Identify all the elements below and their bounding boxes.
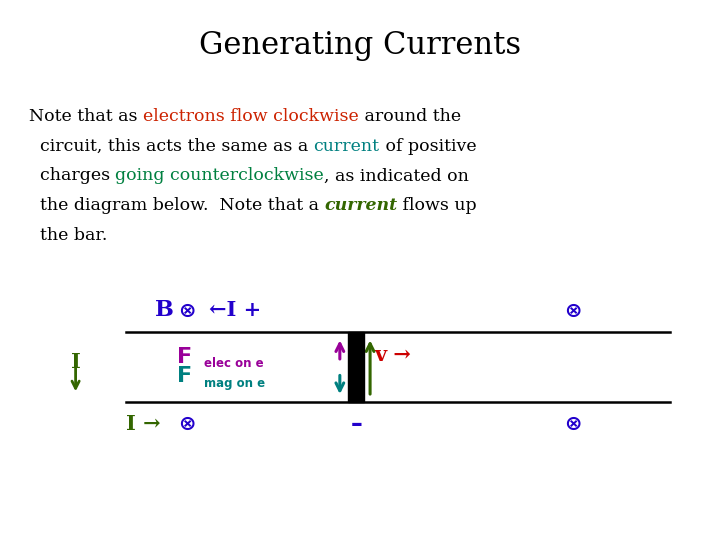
Text: $\mathbf{F}$: $\mathbf{F}$ xyxy=(176,347,192,367)
Text: current: current xyxy=(324,197,397,214)
Text: around the: around the xyxy=(359,108,461,125)
Text: I: I xyxy=(71,352,81,372)
Bar xyxy=(348,332,364,402)
Text: elec on e: elec on e xyxy=(204,357,264,370)
Text: charges: charges xyxy=(29,167,115,184)
Text: electrons flow clockwise: electrons flow clockwise xyxy=(143,108,359,125)
Text: circuit, this acts the same as a: circuit, this acts the same as a xyxy=(29,138,313,154)
Text: ⊗: ⊗ xyxy=(179,414,196,434)
Text: Note that as: Note that as xyxy=(29,108,143,125)
Text: v →: v → xyxy=(374,345,411,364)
Text: –: – xyxy=(351,412,362,436)
Text: , as indicated on: , as indicated on xyxy=(324,167,469,184)
Text: ⊗: ⊗ xyxy=(179,300,196,321)
Text: going counterclockwise: going counterclockwise xyxy=(115,167,324,184)
Text: mag on e: mag on e xyxy=(204,377,265,390)
Text: ←I +: ←I + xyxy=(209,300,261,321)
Text: the diagram below.  Note that a: the diagram below. Note that a xyxy=(29,197,324,214)
Text: of positive: of positive xyxy=(379,138,476,154)
Text: flows up: flows up xyxy=(397,197,477,214)
Text: ⊗: ⊗ xyxy=(564,300,581,321)
Text: $\mathbf{F}$: $\mathbf{F}$ xyxy=(176,366,192,386)
Text: the bar.: the bar. xyxy=(29,227,107,244)
Text: current: current xyxy=(313,138,379,154)
Text: Generating Currents: Generating Currents xyxy=(199,30,521,60)
Text: I →: I → xyxy=(126,414,161,434)
Text: ⊗: ⊗ xyxy=(564,414,581,434)
Text: B: B xyxy=(155,300,174,321)
